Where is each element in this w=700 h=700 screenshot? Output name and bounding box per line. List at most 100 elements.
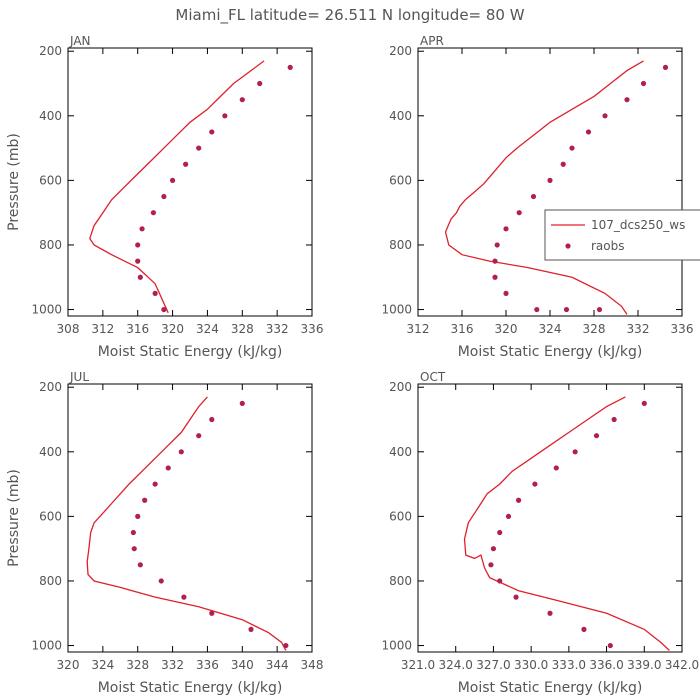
series-line <box>444 60 644 315</box>
data-point <box>607 642 613 649</box>
x-tick-label: 321.0 <box>401 658 435 672</box>
data-point <box>505 513 512 519</box>
y-tick-label: 200 <box>39 380 62 394</box>
data-point <box>137 274 143 280</box>
y-tick-label: 200 <box>389 380 412 394</box>
series-line <box>86 396 287 651</box>
x-tick-label: 320 <box>161 322 184 336</box>
y-tick-label: 1000 <box>381 303 412 317</box>
x-tick-label: 320 <box>57 658 80 672</box>
x-tick-label: 316 <box>451 322 474 336</box>
y-tick-label: 1000 <box>31 639 62 653</box>
data-point <box>569 145 575 151</box>
data-point <box>209 416 215 423</box>
data-point <box>515 497 522 503</box>
data-point <box>497 578 503 584</box>
y-axis-label: Pressure (mb) <box>6 469 22 567</box>
y-axis-label: Pressure (mb) <box>6 133 22 231</box>
data-point <box>494 242 500 248</box>
data-point <box>497 529 503 536</box>
data-point <box>585 129 592 135</box>
data-point <box>492 258 498 264</box>
x-tick-label: 308 <box>57 322 80 336</box>
panel-label: JAN <box>69 34 91 48</box>
data-point <box>222 113 228 119</box>
data-point <box>130 529 136 536</box>
chart-panel-oct: OCT 321.0 324.0 327.0 330.0 333.0 336.0 339.0 34… <box>381 370 699 696</box>
x-tick-label: 340 <box>231 658 254 672</box>
legend-entry-label: 107_dcs250_ws <box>591 218 685 232</box>
x-tick-label: 324.0 <box>439 658 473 672</box>
x-tick-label: 333.0 <box>552 658 586 672</box>
data-point <box>611 416 617 423</box>
series-line <box>463 396 670 651</box>
y-tick-label: 800 <box>389 238 412 252</box>
data-point <box>572 449 578 455</box>
x-tick-label: 336.0 <box>589 658 623 672</box>
data-point <box>142 497 148 503</box>
data-point <box>602 113 608 119</box>
data-point <box>503 226 509 232</box>
series-line <box>89 60 265 314</box>
x-axis-label: Moist Static Energy (kJ/kg) <box>458 680 643 696</box>
x-tick-label: 312 <box>91 322 114 336</box>
x-tick-label: 332 <box>627 322 650 336</box>
x-tick-label: 328 <box>583 322 606 336</box>
x-tick-label: 336 <box>301 322 324 336</box>
data-point <box>488 562 494 568</box>
y-tick-label: 400 <box>389 445 412 459</box>
data-point <box>161 306 167 313</box>
x-tick-label: 344 <box>266 658 289 672</box>
data-point <box>547 610 553 616</box>
data-point <box>490 546 497 552</box>
data-point <box>513 594 519 600</box>
x-tick-label: 339.0 <box>627 658 661 672</box>
chart-panel-apr: APR 312 316 320 324 328 332 336 200 400 600 800 1000… <box>381 34 700 360</box>
y-tick-label: 600 <box>389 509 412 523</box>
x-tick-label: 336 <box>196 658 219 672</box>
data-point <box>152 290 158 296</box>
x-tick-label: 328 <box>126 658 149 672</box>
legend-dot-swatch <box>565 243 571 249</box>
data-point <box>161 193 167 200</box>
x-tick-label: 324 <box>539 322 562 336</box>
data-point <box>131 546 137 552</box>
legend-entry-label: raobs <box>591 239 625 253</box>
y-tick-label: 1000 <box>381 639 412 653</box>
panel-label: OCT <box>420 370 446 384</box>
data-point <box>492 274 498 280</box>
y-tick-label: 400 <box>39 445 62 459</box>
data-point <box>534 306 540 313</box>
data-point <box>581 626 587 632</box>
data-point <box>257 80 263 87</box>
data-point <box>532 481 538 487</box>
data-point <box>209 610 215 616</box>
data-point <box>152 481 158 487</box>
data-point <box>150 210 156 216</box>
data-point <box>641 400 647 406</box>
data-point <box>169 177 176 183</box>
y-tick-label: 600 <box>39 173 62 187</box>
x-tick-label: 316 <box>126 322 149 336</box>
x-tick-label: 312 <box>407 322 430 336</box>
x-axis-label: Moist Static Energy (kJ/kg) <box>98 344 283 360</box>
plot-frame <box>67 47 313 317</box>
data-point <box>239 400 245 406</box>
chart-panel-jul: JUL 320 324 328 332 336 340 344 348 200 400 600 800 1… <box>6 370 323 696</box>
x-tick-label: 330.0 <box>514 658 548 672</box>
y-tick-label: 200 <box>389 44 412 58</box>
data-point <box>137 562 143 568</box>
x-tick-label: 324 <box>196 322 219 336</box>
panel-label: JUL <box>69 370 89 384</box>
data-point <box>135 513 141 519</box>
data-point <box>530 193 537 200</box>
data-point <box>181 594 187 600</box>
data-point <box>283 642 289 649</box>
legend-box <box>544 209 700 261</box>
y-tick-label: 600 <box>389 173 412 187</box>
x-tick-label: 332 <box>161 658 184 672</box>
data-point <box>248 626 254 632</box>
data-point <box>178 449 184 455</box>
y-tick-label: 600 <box>39 509 62 523</box>
